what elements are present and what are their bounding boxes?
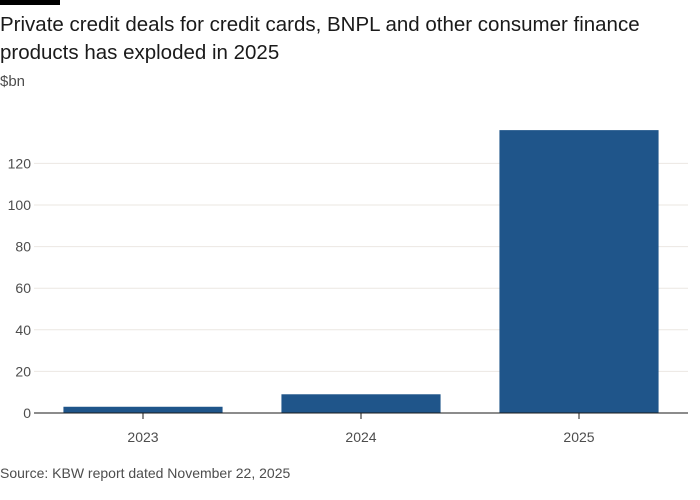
- bar-chart: 0 20 40 60 80 100 120 2023 2024 2025: [0, 0, 700, 460]
- bar-2024: [281, 394, 440, 413]
- y-tick-label: 0: [23, 405, 31, 421]
- x-tick-label: 2024: [345, 429, 376, 445]
- y-tick-label: 100: [8, 197, 32, 213]
- bar-2023: [63, 407, 222, 413]
- bars: [63, 130, 658, 413]
- bar-2025: [499, 130, 658, 413]
- x-axis: 2023 2024 2025: [34, 413, 688, 445]
- x-tick-label: 2023: [127, 429, 158, 445]
- source-note: Source: KBW report dated November 22, 20…: [0, 465, 290, 481]
- y-tick-label: 40: [15, 322, 31, 338]
- y-axis-ticks: 0 20 40 60 80 100 120: [8, 155, 32, 421]
- x-tick-label: 2025: [563, 429, 594, 445]
- y-tick-label: 60: [15, 280, 31, 296]
- y-tick-label: 120: [8, 155, 32, 171]
- y-tick-label: 80: [15, 239, 31, 255]
- y-tick-label: 20: [15, 363, 31, 379]
